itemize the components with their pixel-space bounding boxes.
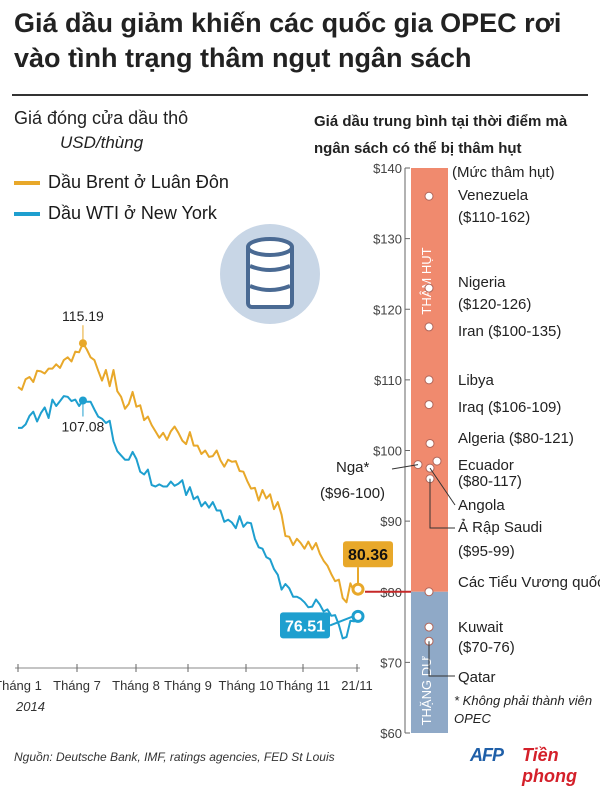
data-label: 107.08 — [62, 418, 105, 434]
data-label-box — [343, 541, 393, 568]
budget-point-range: ($95-99) — [458, 543, 515, 560]
legend-item-brent: Dầu Brent ở Luân Đôn — [14, 172, 229, 193]
right-y-tick-label: $70 — [380, 655, 402, 670]
right-y-tick-label: $140 — [373, 161, 402, 176]
nga-leader-line — [391, 464, 419, 470]
x-tick-label: 21/11 — [341, 678, 373, 693]
budget-point-range: ($96-100) — [320, 485, 385, 502]
budget-point-label: Nga* — [336, 459, 370, 476]
budget-point-label: Các Tiểu Vương quốc Ả Rập Thống nhất — [458, 574, 600, 591]
budget-point-range: ($120-126) — [458, 296, 531, 313]
x-tick-label: Tháng 7 — [53, 678, 101, 693]
left-chart-title: Giá đóng cửa dầu thô — [14, 108, 189, 128]
budget-point-label: Algeria ($80-121) — [458, 430, 574, 447]
angola-leader-line — [429, 467, 456, 506]
x-tick-label: Tháng 8 — [112, 678, 160, 693]
budget-point-range: ($80-117) — [458, 473, 522, 490]
saudi-leader-line — [429, 478, 455, 529]
legend-label-wti: Dầu WTI ở New York — [48, 203, 217, 223]
budget-point-label: Nigeria — [458, 274, 506, 291]
right-chart-title-line1: Giá dầu trung bình tại thời điểm mà — [314, 113, 568, 130]
deficit-label: THÂM HỤT — [419, 247, 434, 314]
data-label: 80.36 — [348, 547, 388, 564]
budget-point-label: Libya — [458, 372, 495, 389]
x-tick-label: Tháng 1 — [0, 678, 42, 693]
left-chart-unit: USD/thùng — [60, 133, 144, 152]
budget-point-label: Iraq ($106-109) — [458, 399, 561, 416]
series-line-brent — [17, 342, 359, 604]
budget-point-10 — [424, 587, 434, 597]
legend-swatch-brent — [14, 180, 40, 185]
budget-point-4 — [424, 400, 434, 410]
right-y-tick-label: $110 — [374, 373, 402, 388]
budget-point-label: Qatar — [458, 669, 496, 686]
right-y-tick-label: $60 — [380, 726, 402, 741]
footnote: * Không phải thành viên OPEC — [454, 693, 593, 726]
page-title: Giá dầu giảm khiến các quốc gia OPEC rơi… — [14, 8, 562, 73]
data-label: 115.19 — [62, 308, 104, 324]
source-note: Nguồn: Deutsche Bank, IMF, ratings agenc… — [14, 750, 335, 764]
x-tick-label: Tháng 11 — [276, 678, 330, 693]
x-tick-label: Tháng 10 — [219, 678, 274, 693]
latest-marker — [351, 582, 365, 596]
budget-point-11 — [424, 622, 434, 632]
budget-point-2 — [424, 322, 434, 332]
deficit-range-header: (Mức thâm hụt) — [452, 164, 555, 181]
budget-point-label: Venezuela — [458, 187, 529, 204]
latest-leader — [329, 615, 354, 627]
budget-point-0 — [424, 191, 434, 201]
afp-logo: AFP — [470, 745, 504, 765]
budget-point-3 — [424, 375, 434, 385]
right-y-tick-label: $90 — [380, 514, 402, 529]
budget-point-label: Iran ($100-135) — [458, 323, 561, 340]
budget-point-5 — [425, 438, 435, 448]
budget-point-label: Kuwait — [458, 619, 504, 636]
latest-marker — [351, 609, 365, 623]
budget-point-6 — [432, 456, 442, 466]
right-y-tick-label: $120 — [373, 302, 402, 317]
budget-point-label: Ecuador — [458, 457, 514, 474]
oil-barrel-icon-ribs — [249, 264, 291, 292]
legend-swatch-wti — [14, 211, 40, 216]
budget-point-label: Angola — [458, 497, 505, 514]
budget-point-range: ($110-162) — [458, 209, 530, 226]
series-line-wti — [18, 395, 359, 640]
budget-point-range: ($70-76) — [458, 639, 515, 656]
title-divider — [12, 94, 588, 96]
legend-item-wti: Dầu WTI ở New York — [14, 203, 217, 224]
budget-point-1 — [424, 283, 434, 293]
qatar-leader-line — [428, 641, 455, 677]
surplus-label: THẶNG DƯ — [419, 656, 434, 726]
year-label: 2014 — [16, 699, 45, 714]
x-tick-label: Tháng 9 — [164, 678, 212, 693]
right-chart-title-line2: ngân sách có thể bị thâm hụt — [314, 140, 522, 157]
right-y-tick-label: $100 — [373, 444, 402, 459]
right-chart-title: Giá dầu trung bình tại thời điểm mà ngân… — [314, 108, 567, 162]
budget-point-label: Ả Rập Saudi — [458, 519, 542, 536]
data-label-box — [280, 612, 330, 639]
data-label: 76.51 — [285, 618, 325, 635]
oil-barrel-icon-top — [246, 237, 294, 257]
legend-label-brent: Dầu Brent ở Luân Đôn — [48, 172, 229, 192]
right-y-tick-label: $130 — [373, 232, 402, 247]
